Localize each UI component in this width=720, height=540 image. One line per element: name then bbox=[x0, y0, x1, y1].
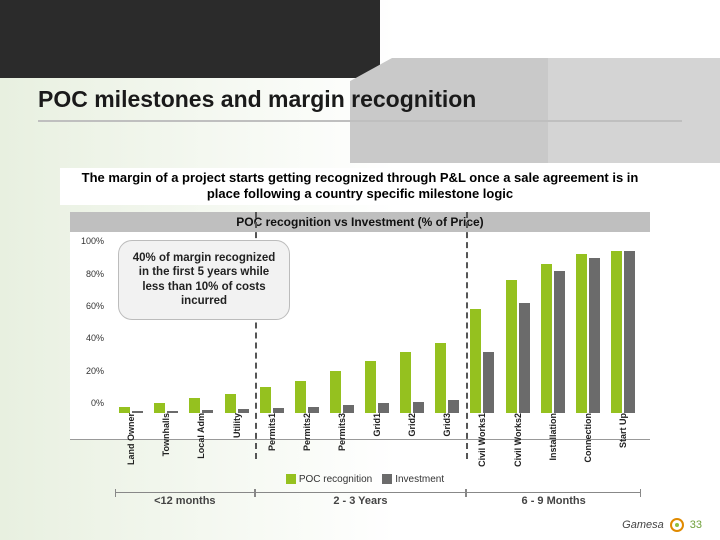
title-underline bbox=[38, 120, 682, 122]
bar-poc bbox=[435, 343, 446, 413]
bar-poc bbox=[400, 352, 411, 413]
category-label: Grid1 bbox=[372, 413, 382, 437]
legend-swatch bbox=[382, 474, 392, 484]
category-label: Townhalls bbox=[161, 413, 171, 456]
banner-shape bbox=[0, 0, 380, 78]
category-label: Grid3 bbox=[442, 413, 452, 437]
bar-investment bbox=[589, 258, 600, 413]
category-label: Start Up bbox=[618, 413, 628, 448]
category-label: Permits3 bbox=[337, 413, 347, 451]
category-label: Permits2 bbox=[302, 413, 312, 451]
time-segment: <12 months bbox=[115, 492, 256, 507]
y-tick: 60% bbox=[70, 301, 104, 311]
category-label: Installation bbox=[548, 413, 558, 461]
category-label: Land Owner bbox=[126, 413, 136, 465]
bar-investment bbox=[413, 402, 424, 413]
category-label: Grid2 bbox=[407, 413, 417, 437]
legend-label: Investment bbox=[395, 474, 444, 485]
callout: 40% of margin recognized in the first 5 … bbox=[118, 240, 290, 320]
legend-swatch bbox=[286, 474, 296, 484]
legend-label: POC recognition bbox=[299, 474, 372, 485]
page-title: POC milestones and margin recognition bbox=[38, 86, 690, 113]
legend: POC recognition Investment bbox=[70, 474, 650, 485]
bar-poc bbox=[154, 403, 165, 413]
bar-investment bbox=[448, 400, 459, 413]
bar-poc bbox=[470, 309, 481, 413]
bar-investment bbox=[519, 303, 530, 413]
category-label: Local Adm bbox=[196, 413, 206, 459]
subtitle: The margin of a project starts getting r… bbox=[60, 168, 660, 205]
category-label: Connection bbox=[583, 413, 593, 463]
bar-investment bbox=[343, 405, 354, 413]
y-tick: 20% bbox=[70, 366, 104, 376]
bar-poc bbox=[225, 394, 236, 413]
bar-poc bbox=[576, 254, 587, 413]
y-tick: 40% bbox=[70, 333, 104, 343]
bar-poc bbox=[611, 251, 622, 413]
chart-title: POC recognition vs Investment (% of Pric… bbox=[70, 212, 650, 232]
bar-poc bbox=[330, 371, 341, 413]
bar-poc bbox=[506, 280, 517, 413]
y-tick: 0% bbox=[70, 398, 104, 408]
y-axis: 0% 20% 40% 60% 80% 100% bbox=[70, 232, 108, 439]
y-tick: 80% bbox=[70, 269, 104, 279]
brand-name: Gamesa bbox=[622, 519, 664, 531]
category-label: Civil Works2 bbox=[513, 413, 523, 467]
bar-poc bbox=[541, 264, 552, 413]
page-number: 33 bbox=[690, 519, 702, 531]
bar-poc bbox=[260, 387, 271, 413]
time-segment: 2 - 3 Years bbox=[255, 492, 466, 507]
time-segment: 6 - 9 Months bbox=[466, 492, 642, 507]
bar-poc bbox=[365, 361, 376, 413]
bar-poc bbox=[189, 398, 200, 413]
brand-logo-icon bbox=[670, 518, 684, 532]
category-label: Utility bbox=[232, 413, 242, 438]
time-axis: <12 months2 - 3 Years6 - 9 Months bbox=[70, 492, 650, 512]
y-tick: 100% bbox=[70, 236, 104, 246]
bar-investment bbox=[554, 271, 565, 413]
slide: POC milestones and margin recognition Th… bbox=[0, 0, 720, 540]
bar-investment bbox=[378, 403, 389, 413]
bar-poc bbox=[295, 381, 306, 413]
bar-investment bbox=[483, 352, 494, 413]
category-label: Permits1 bbox=[267, 413, 277, 451]
category-label: Civil Works1 bbox=[477, 413, 487, 467]
footer: Gamesa 33 bbox=[622, 518, 702, 532]
section-divider bbox=[466, 212, 468, 459]
bar-investment bbox=[624, 251, 635, 413]
